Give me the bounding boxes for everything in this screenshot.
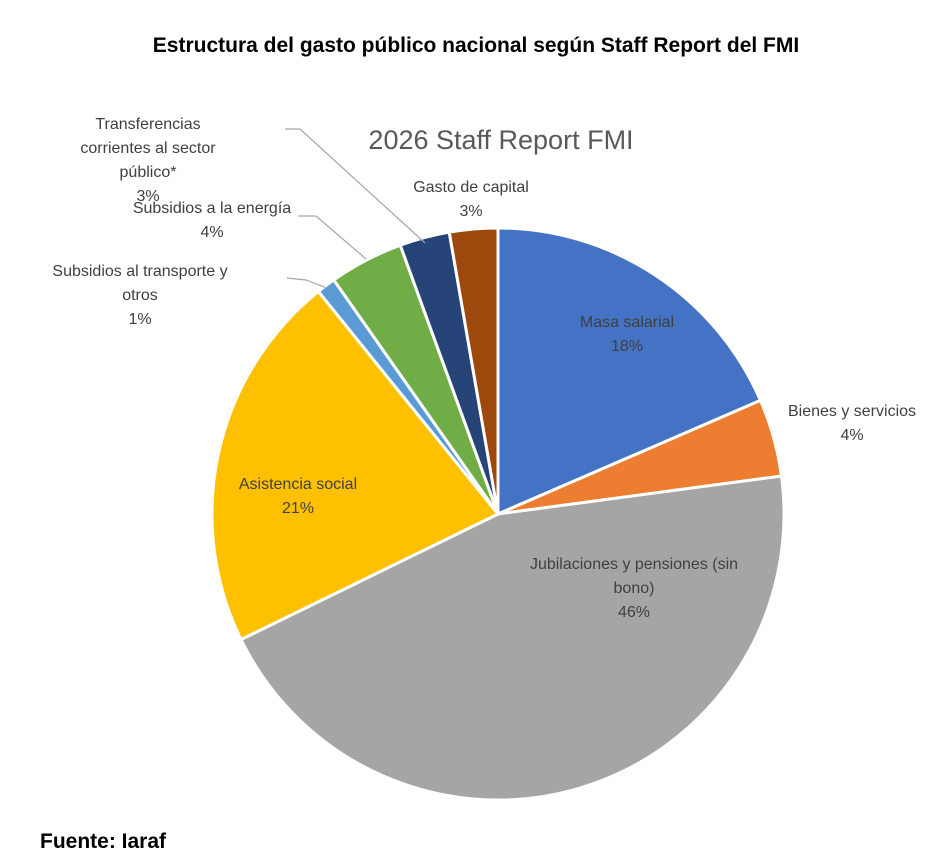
pie-slice <box>447 226 500 516</box>
leader-line <box>286 277 328 289</box>
pie-slice <box>239 474 786 802</box>
slice-category-label: Masa salarial <box>580 314 674 331</box>
slice-percent-label: 4% <box>200 224 223 241</box>
pie-slice <box>210 289 500 641</box>
chart-title: 2026 Staff Report FMI <box>368 125 633 155</box>
slice-percent-label: 3% <box>136 188 159 205</box>
leader-line <box>285 128 426 244</box>
leader-lines <box>285 128 426 289</box>
slice-category-label: Bienes y servicios <box>788 403 916 420</box>
slice-percent-label: 1% <box>128 311 151 328</box>
pie-slices <box>210 226 786 802</box>
leader-line <box>298 215 367 260</box>
slice-percent-label: 46% <box>618 604 650 621</box>
slice-category-label: Subsidios a la energía <box>133 200 291 217</box>
source-note: Fuente: Iaraf <box>40 830 167 853</box>
slice-percent-label: 4% <box>840 427 863 444</box>
slice-category-label: corrientes al sector <box>80 140 216 157</box>
slice-labels: Masa salarial 18% Bienes y servicios 4% Jubi… <box>52 116 916 621</box>
slice-category-label: bono) <box>614 580 655 597</box>
slice-percent-label: 21% <box>282 500 314 517</box>
slice-percent-label: 3% <box>459 203 482 220</box>
slice-category-label: Asistencia social <box>239 476 357 493</box>
slice-category-label: público* <box>120 164 177 181</box>
slice-category-label: Gasto de capital <box>413 179 529 196</box>
slice-category-label: Jubilaciones y pensiones (sin <box>530 556 738 573</box>
slice-percent-label: 18% <box>611 338 643 355</box>
pie-slice <box>496 226 762 516</box>
slice-category-label: otros <box>122 287 158 304</box>
slice-category-label: Transferencias <box>95 116 200 133</box>
slice-category-label: Subsidios al transporte y <box>52 263 227 280</box>
page-title: Estructura del gasto público nacional se… <box>152 34 800 57</box>
